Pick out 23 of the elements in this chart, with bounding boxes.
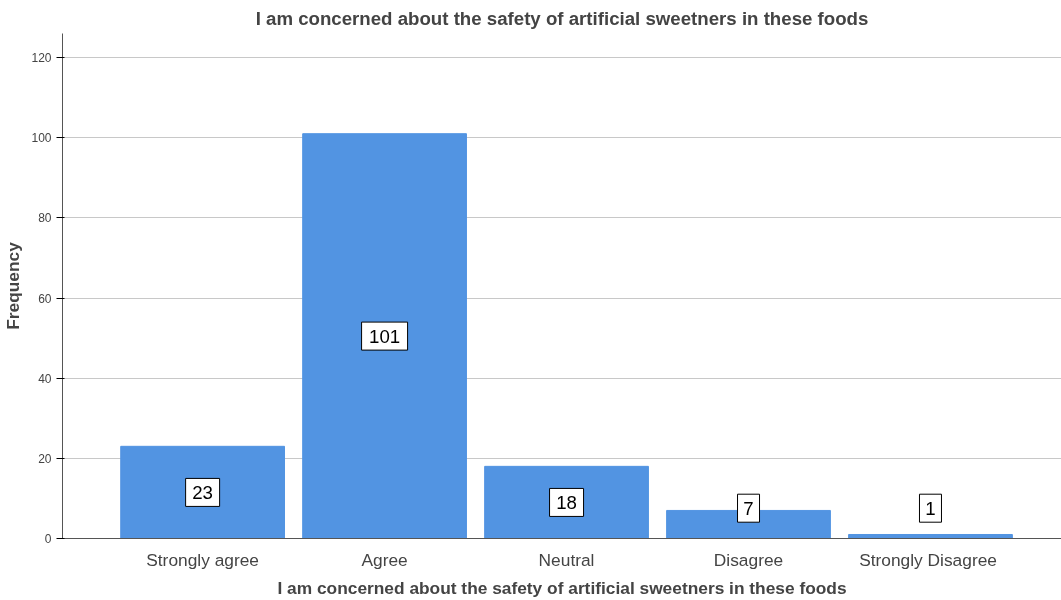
x-tick-label: Disagree [713,549,784,570]
y-tick-label: 20 [38,451,52,466]
x-axis-title: I am concerned about the safety of artificial sweetners in these foods [277,577,847,598]
y-tick-label: 80 [38,211,52,226]
data-label: 18 [556,491,577,513]
bar [120,445,285,539]
x-tick-label: Strongly Disagree [859,549,997,570]
data-label: 23 [192,481,213,503]
bar [302,133,467,539]
x-tick-label: Agree [361,549,408,570]
data-label: 7 [743,497,754,519]
y-axis-title: Frequency [3,241,24,330]
y-tick-label: 0 [44,532,52,546]
y-tick-label: 40 [38,371,52,386]
y-tick-label: 100 [31,131,52,146]
x-tick-label: Strongly agree [146,549,259,570]
data-label: 101 [369,325,401,347]
chart-title: I am concerned about the safety of artificial sweetners in these foods [255,7,869,29]
y-tick-label: 120 [31,51,52,66]
y-tick-label: 60 [38,291,52,306]
data-label: 1 [925,497,936,519]
x-tick-label: Neutral [538,549,595,570]
bar [484,465,649,539]
